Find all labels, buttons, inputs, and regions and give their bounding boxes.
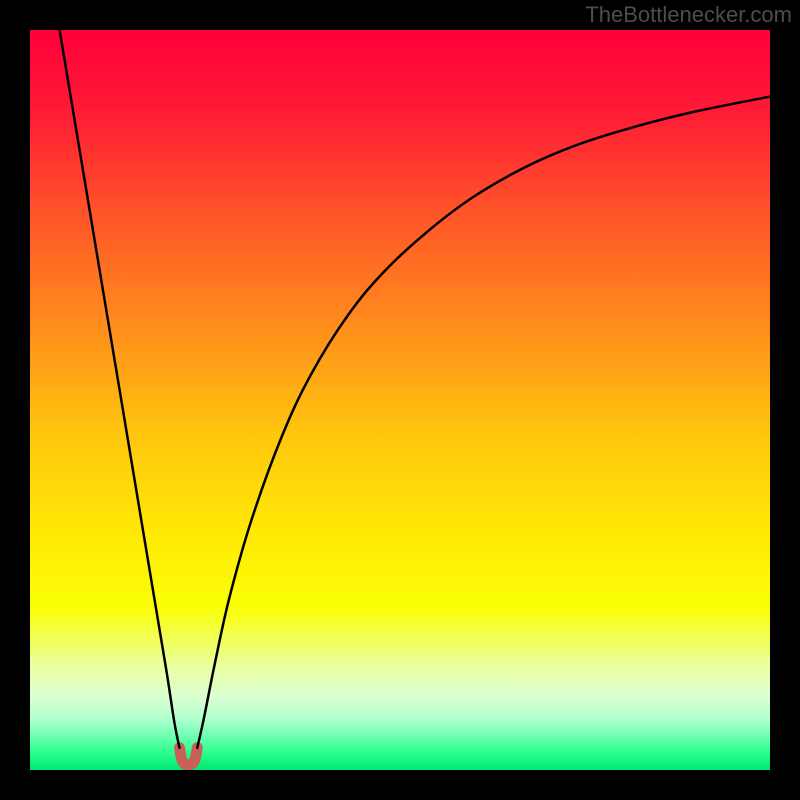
watermark-text: TheBottlenecker.com <box>585 2 792 27</box>
chart-svg: TheBottlenecker.com <box>0 0 800 800</box>
bottleneck-chart: TheBottlenecker.com <box>0 0 800 800</box>
plot-background <box>30 30 770 770</box>
